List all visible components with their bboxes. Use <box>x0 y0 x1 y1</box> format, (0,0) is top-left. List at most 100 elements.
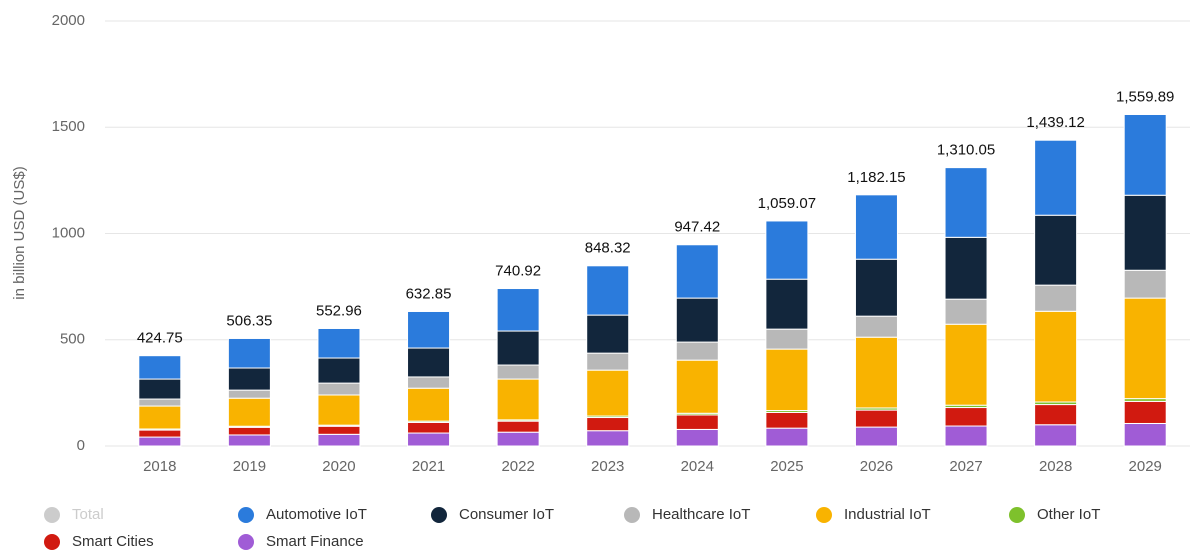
bar-segment <box>944 236 988 300</box>
bar-segment <box>1123 297 1167 400</box>
y-axis-title: in billion USD (US$) <box>11 166 28 299</box>
bar-segment <box>227 426 271 436</box>
bar-segment <box>138 405 182 430</box>
bar-segment <box>765 328 809 350</box>
bar-segment <box>586 314 630 354</box>
total-label: 632.85 <box>406 285 452 302</box>
bar-segment <box>765 220 809 280</box>
x-tick-label: 2028 <box>1039 458 1072 475</box>
total-label: 1,439.12 <box>1026 114 1084 131</box>
total-label: 947.42 <box>674 219 720 236</box>
x-tick-label: 2026 <box>860 458 893 475</box>
bar-segment <box>407 376 451 389</box>
bar-segment <box>854 336 898 409</box>
legend-label[interactable]: Smart Cities <box>72 533 154 550</box>
legend-label[interactable]: Other IoT <box>1037 506 1100 523</box>
bar-segment <box>1034 424 1078 447</box>
bar-segment <box>586 430 630 447</box>
total-label: 740.92 <box>495 263 541 280</box>
y-tick-label: 1000 <box>52 224 85 241</box>
bar-segment <box>944 323 988 406</box>
bar-segment <box>407 432 451 447</box>
total-label: 1,559.89 <box>1116 88 1174 105</box>
bar-segment <box>765 427 809 447</box>
x-tick-label: 2025 <box>770 458 803 475</box>
bar-segment <box>1034 404 1078 426</box>
legend-marker[interactable] <box>431 507 447 523</box>
x-tick-label: 2027 <box>949 458 982 475</box>
bar-segment <box>407 347 451 378</box>
bar-segment <box>675 428 719 447</box>
legend-label[interactable]: Smart Finance <box>266 533 364 550</box>
legend-marker[interactable] <box>238 507 254 523</box>
bar-segment <box>944 407 988 427</box>
x-tick-label: 2029 <box>1129 458 1162 475</box>
bar-segment <box>765 278 809 330</box>
bar-segment <box>586 417 630 432</box>
bar-segment <box>1034 214 1078 286</box>
bar-segment <box>675 297 719 343</box>
legend-label[interactable]: Automotive IoT <box>266 506 367 523</box>
bar-segment <box>944 425 988 447</box>
bar-segment <box>496 288 540 332</box>
bar-segment <box>944 167 988 238</box>
bar-segment <box>317 394 361 426</box>
bar-segment <box>854 258 898 317</box>
bar-segment <box>317 433 361 447</box>
total-label: 506.35 <box>226 312 272 329</box>
legend-label[interactable]: Consumer IoT <box>459 506 554 523</box>
bar-segment <box>138 378 182 400</box>
bar-segment <box>138 436 182 447</box>
x-tick-label: 2023 <box>591 458 624 475</box>
bar-segment <box>227 389 271 399</box>
x-tick-label: 2022 <box>501 458 534 475</box>
legend-marker[interactable] <box>44 507 60 523</box>
bar-segment <box>1123 422 1167 447</box>
bar-segment <box>317 382 361 396</box>
legend-marker[interactable] <box>44 534 60 550</box>
x-tick-label: 2018 <box>143 458 176 475</box>
legend-label[interactable]: Industrial IoT <box>844 506 931 523</box>
bar-segment <box>227 434 271 447</box>
bar-segment <box>227 337 271 369</box>
legend-marker[interactable] <box>816 507 832 523</box>
bar-segment <box>1123 194 1167 271</box>
bar-segment <box>765 411 809 429</box>
bar-segment <box>675 414 719 430</box>
bar-segment <box>317 357 361 384</box>
bar-segment <box>854 315 898 338</box>
bar-segment <box>138 398 182 407</box>
bar-segment <box>317 327 361 359</box>
bar-segment <box>765 348 809 412</box>
bar-segment <box>675 341 719 361</box>
x-tick-label: 2021 <box>412 458 445 475</box>
legend-label[interactable]: Total <box>72 506 104 523</box>
bar-segment <box>675 359 719 414</box>
total-label: 848.32 <box>585 240 631 257</box>
bar-segment <box>854 409 898 428</box>
bar-segment <box>586 265 630 316</box>
bar-segment <box>496 378 540 421</box>
bar-segment <box>496 431 540 447</box>
legend-label[interactable]: Healthcare IoT <box>652 506 750 523</box>
bar-segment <box>407 387 451 422</box>
bar-segment <box>496 420 540 433</box>
legend-marker[interactable] <box>238 534 254 550</box>
total-label: 1,310.05 <box>937 142 995 159</box>
y-tick-label: 500 <box>60 331 85 348</box>
bar-segment <box>407 310 451 349</box>
bar-segment <box>944 298 988 325</box>
y-tick-label: 2000 <box>52 12 85 29</box>
bar-segment <box>496 330 540 366</box>
bar-segment <box>854 194 898 260</box>
x-tick-label: 2024 <box>681 458 714 475</box>
bar-segment <box>586 352 630 371</box>
bar-segment <box>1123 400 1167 424</box>
total-label: 552.96 <box>316 302 362 319</box>
legend-marker[interactable] <box>624 507 640 523</box>
bar-segment <box>407 421 451 434</box>
legend-marker[interactable] <box>1009 507 1025 523</box>
bar-segment <box>586 369 630 417</box>
bar-segment <box>227 367 271 391</box>
